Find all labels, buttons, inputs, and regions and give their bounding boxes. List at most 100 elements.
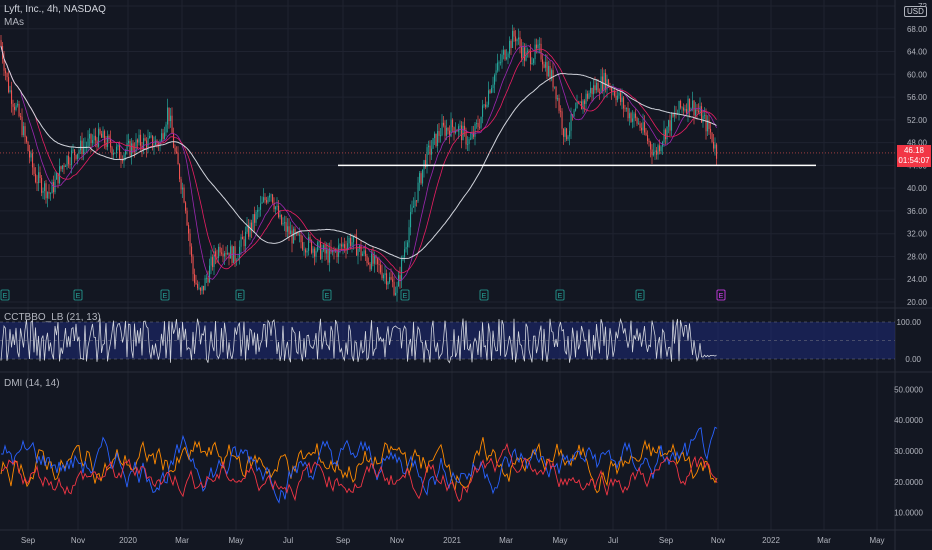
candle-body [591, 87, 593, 95]
earnings-marker-box [555, 289, 565, 301]
candle-body [105, 142, 107, 147]
earnings-marker[interactable]: E [479, 289, 489, 301]
candle-body [443, 122, 445, 126]
candle-body [657, 145, 659, 155]
candle-body [377, 258, 379, 264]
candle-body [80, 140, 82, 151]
earnings-marker-label: E [558, 293, 563, 300]
ma-legend[interactable]: MAs [4, 17, 24, 28]
candle-body [288, 226, 290, 235]
candle-body [339, 244, 341, 246]
earnings-marker-box [0, 289, 10, 301]
candle-body [263, 197, 265, 202]
earnings-marker[interactable]: E [555, 289, 565, 301]
candle-body [278, 205, 280, 218]
candle-body [417, 182, 419, 202]
earnings-marker[interactable]: E [73, 289, 83, 301]
candle-body [480, 116, 482, 128]
earnings-marker-label: E [403, 293, 408, 300]
dmi-legend[interactable]: DMI (14, 14) [4, 378, 60, 389]
candle-body [60, 166, 62, 169]
currency-badge[interactable]: USD [904, 6, 927, 17]
candle-body [407, 242, 409, 248]
candle-body [276, 205, 278, 207]
candle-body [243, 239, 245, 247]
candle-body [186, 210, 188, 226]
candle-body [14, 106, 16, 110]
candle-body [669, 120, 671, 131]
earnings-marker[interactable]: E [322, 289, 332, 301]
candle-body [561, 111, 563, 129]
candle-body [185, 202, 187, 211]
candle-body [425, 160, 427, 167]
candle-body [633, 113, 635, 119]
candle-body [15, 105, 17, 110]
candle-body [390, 277, 392, 280]
earnings-marker-box [479, 289, 489, 301]
candle-body [615, 95, 617, 101]
candle-body [188, 225, 190, 234]
earnings-marker[interactable]: E [635, 289, 645, 301]
time-tick-label: May [228, 536, 243, 545]
candle-body [362, 253, 364, 256]
candle-body [642, 122, 644, 131]
price-axis[interactable]: 7268.0064.0060.0056.0052.0048.0044.0040.… [907, 2, 928, 307]
cct-legend[interactable]: CCTBBO_LB (21, 13) [4, 312, 101, 323]
candle-body [476, 123, 478, 124]
candle-body [537, 44, 539, 49]
candle-body [383, 274, 385, 279]
candle-body [525, 51, 527, 61]
time-axis[interactable]: Sep Nov 2020 Mar May Jul Sep Nov 2021 Mar May Jul Se… [21, 536, 885, 545]
candle-body [507, 53, 509, 58]
time-tick-label: 2020 [119, 536, 137, 545]
price-pane[interactable] [0, 24, 895, 302]
candle-body [317, 242, 319, 252]
bar-countdown: 01:54:07 [898, 156, 930, 165]
candle-body [411, 207, 413, 213]
price-tick-label: 24.00 [907, 275, 928, 284]
candle-body [257, 210, 259, 212]
candle-body [198, 287, 200, 289]
earnings-marker[interactable]: E [0, 289, 10, 301]
earnings-marker[interactable]: E [400, 289, 410, 301]
candle-body [117, 145, 119, 147]
candle-body [270, 194, 272, 196]
candle-body [527, 50, 529, 52]
candle-body [585, 93, 587, 104]
candle-body [98, 128, 100, 147]
candle-body [24, 126, 26, 137]
candle-body [579, 101, 581, 103]
candle-body [515, 36, 517, 42]
candle-body [368, 263, 370, 264]
cctbbo-pane[interactable]: 100.00 0.00 [0, 317, 922, 364]
candle-body [275, 206, 277, 210]
candle-body [267, 197, 269, 203]
candle-body [107, 135, 109, 147]
candle-body [269, 195, 271, 198]
candle-body [129, 141, 131, 156]
candle-body [135, 139, 137, 152]
earnings-marker[interactable]: E [716, 289, 726, 301]
candle-body [491, 87, 493, 93]
candle-body [62, 165, 64, 169]
earnings-marker-box [322, 289, 332, 301]
candle-body [437, 131, 439, 147]
candle-body [245, 231, 247, 247]
candle-body [183, 187, 185, 203]
dmi-pane[interactable]: 50.0000 40.0000 30.0000 20.0000 10.0000 [0, 385, 924, 518]
candle-body [605, 72, 607, 90]
candle-body [374, 255, 376, 264]
time-tick-label: May [869, 536, 884, 545]
candle-body [536, 44, 538, 49]
candle-body [216, 256, 218, 258]
candle-body [671, 113, 673, 131]
candle-body [162, 133, 164, 139]
candle-body [405, 247, 407, 250]
candle-body [533, 59, 535, 64]
candle-body [56, 173, 58, 180]
earnings-marker[interactable]: E [160, 289, 170, 301]
candle-body [506, 57, 508, 60]
earnings-marker[interactable]: E [235, 289, 245, 301]
